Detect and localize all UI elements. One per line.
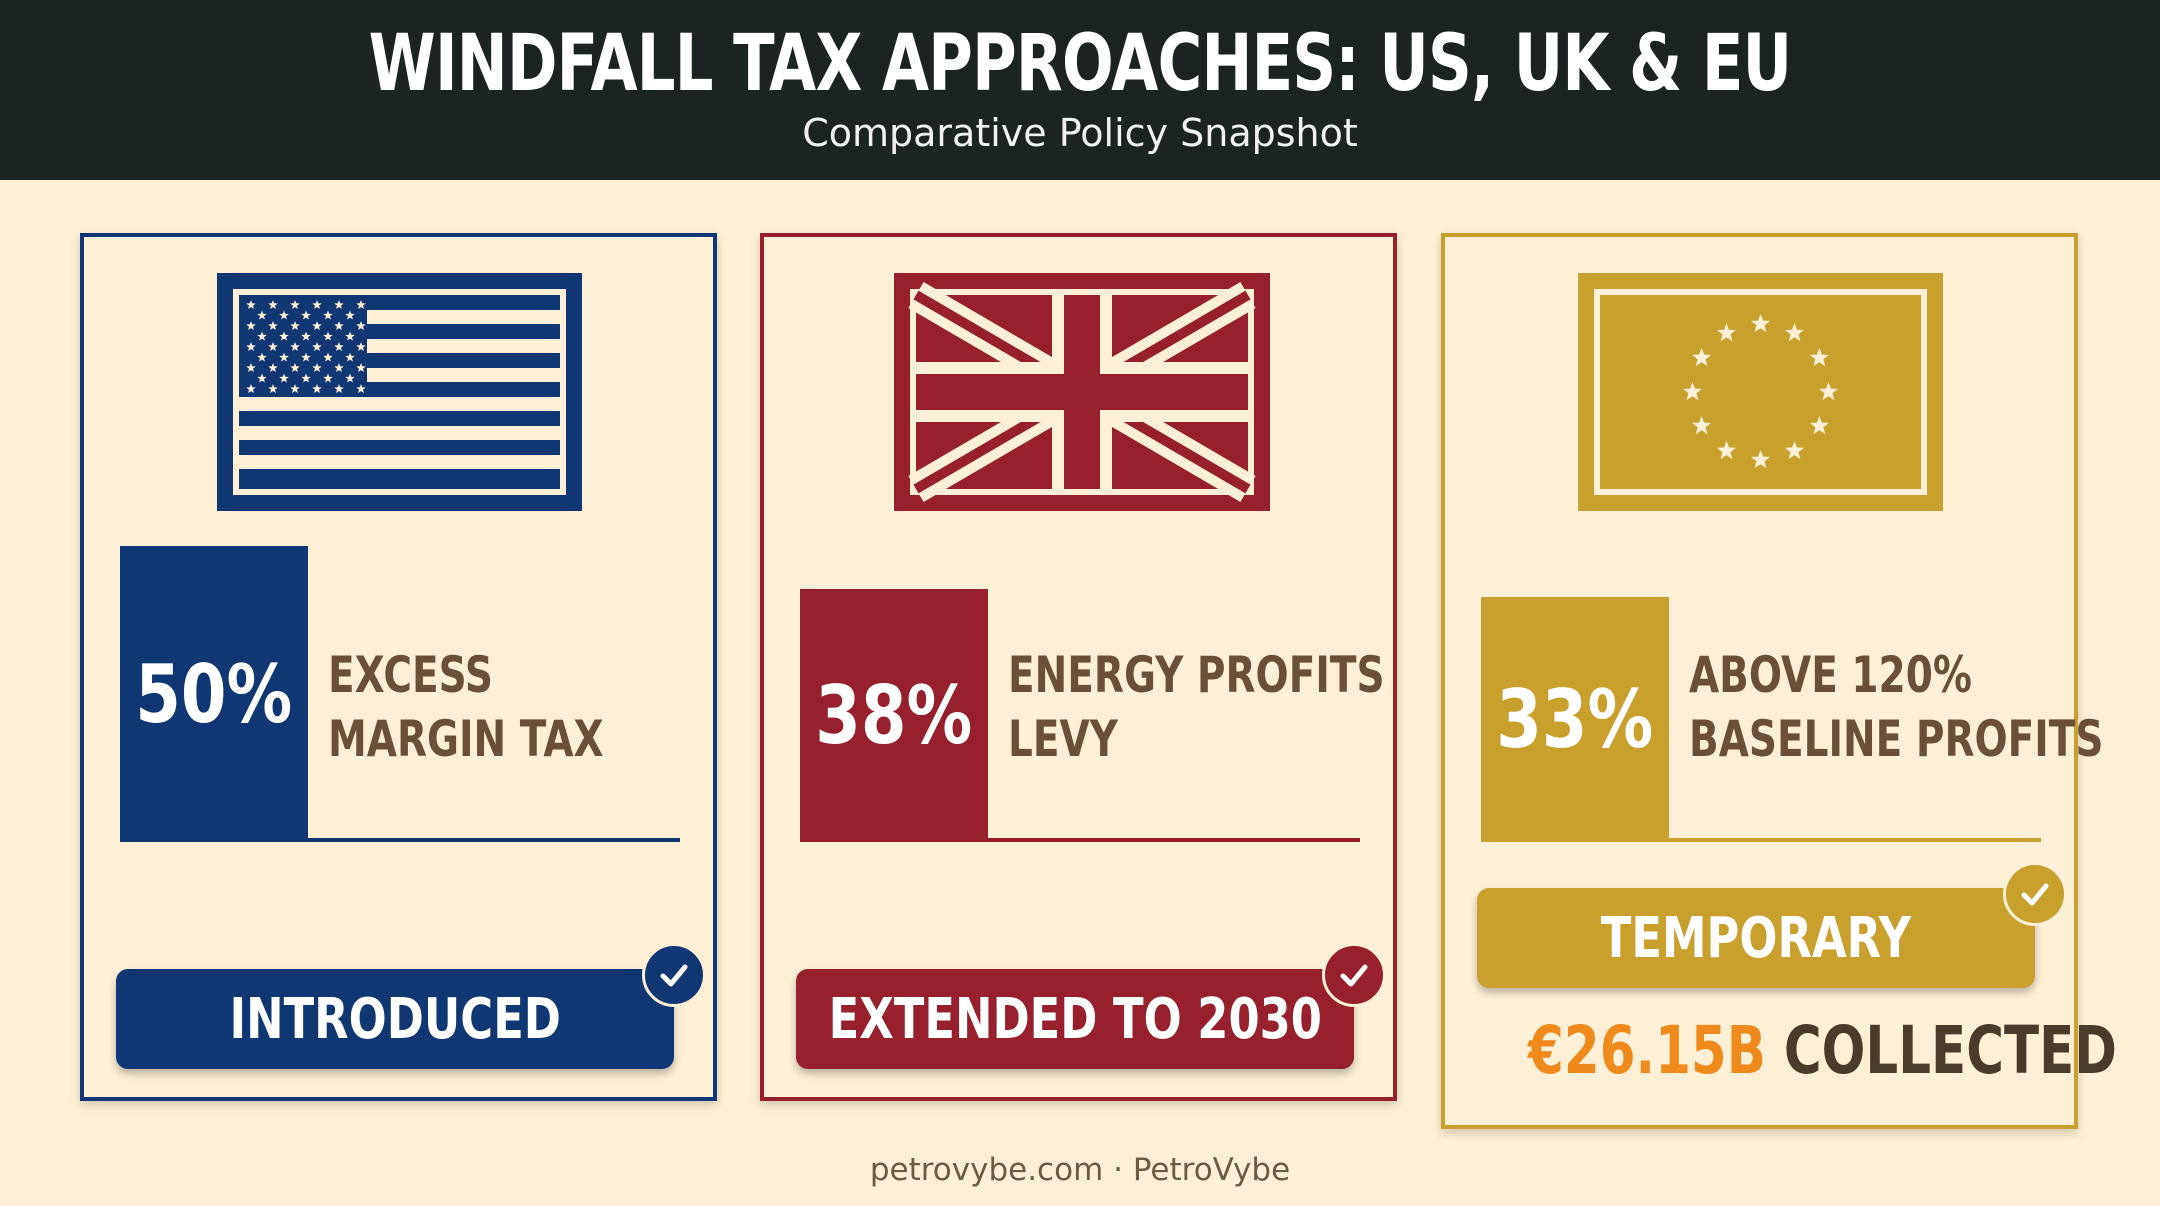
eu-collected-total: €26.15B COLLECTED <box>1445 1012 2117 1089</box>
uk-flag-icon <box>894 273 1270 511</box>
card-eu: 33% ABOVE 120% BASELINE PROFITS TEMPORAR… <box>1441 233 2117 1129</box>
card-us: 50% EXCESS MARGIN TAX INTRODUCED <box>80 233 717 1101</box>
eu-status-badge: TEMPORARY <box>1477 888 2035 988</box>
us-tax-label-line2: MARGIN TAX <box>328 710 604 768</box>
check-icon <box>642 943 706 1007</box>
us-rate: 50% <box>135 647 293 741</box>
footer-credit: petrovybe.com · PetroVybe <box>869 1152 1291 1188</box>
header-bar: WINDFALL TAX APPROACHES: US, UK & EU Com… <box>0 0 2160 180</box>
eu-tax-label-line1: ABOVE 120% <box>1689 646 1972 704</box>
check-icon <box>1322 943 1386 1007</box>
uk-rate-block: 38% <box>800 589 988 842</box>
eu-flag-icon <box>1578 273 1943 511</box>
page-subtitle: Comparative Policy Snapshot <box>802 111 1358 155</box>
eu-collected-amount: €26.15B <box>1528 1012 1766 1089</box>
us-divider <box>120 838 680 842</box>
page-title: WINDFALL TAX APPROACHES: US, UK & EU <box>368 19 1792 109</box>
us-status-badge: INTRODUCED <box>116 969 674 1069</box>
eu-tax-label: ABOVE 120% BASELINE PROFITS <box>1689 643 2160 771</box>
eu-divider <box>1481 838 2041 842</box>
us-tax-label-line1: EXCESS <box>328 646 494 704</box>
eu-collected-word: COLLECTED <box>1783 1012 2118 1089</box>
uk-divider <box>800 838 1360 842</box>
uk-tax-label: ENERGY PROFITS LEVY <box>1008 643 1491 771</box>
uk-tax-label-line2: LEVY <box>1008 710 1118 768</box>
card-uk: 38% ENERGY PROFITS LEVY EXTENDED TO 2030 <box>760 233 1397 1101</box>
uk-rate: 38% <box>815 669 973 762</box>
eu-rate: 33% <box>1496 673 1654 766</box>
us-rate-block: 50% <box>120 546 308 842</box>
eu-rate-block: 33% <box>1481 597 1669 842</box>
check-icon <box>2003 862 2067 926</box>
uk-status-badge: EXTENDED TO 2030 <box>796 969 1354 1069</box>
us-tax-label: EXCESS MARGIN TAX <box>328 643 681 771</box>
us-flag-icon <box>217 273 582 511</box>
uk-tax-label-line1: ENERGY PROFITS <box>1008 646 1385 704</box>
eu-tax-label-line2: BASELINE PROFITS <box>1689 710 2104 768</box>
